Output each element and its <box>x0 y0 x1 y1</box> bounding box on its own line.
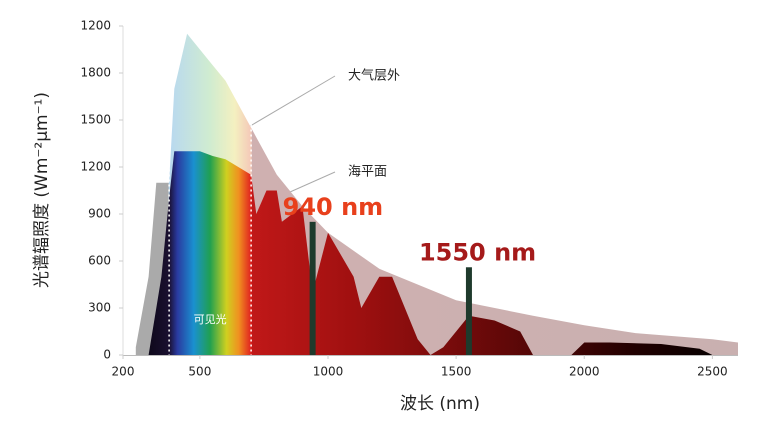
y-tick-label: 600 <box>88 254 111 268</box>
series-label: 海平面 <box>348 165 387 180</box>
x-tick-label: 1500 <box>441 365 472 379</box>
marker-bar <box>465 267 472 355</box>
leader-line <box>239 75 336 133</box>
y-tick-label: 0 <box>103 348 111 362</box>
y-tick-label: 300 <box>88 301 111 315</box>
x-tick-label: 500 <box>188 365 211 379</box>
visible-label: 可见光 <box>194 312 227 326</box>
area <box>148 151 713 355</box>
marker-label: 940 nm <box>283 193 384 221</box>
y-tick-label: 1200 <box>80 19 111 33</box>
y-axis-label: 光谱辐照度 (Wm⁻²μm⁻¹) <box>32 92 52 288</box>
x-axis-label: 波长 (nm) <box>400 394 480 414</box>
x-tick-label: 2500 <box>697 365 728 379</box>
y-tick-label: 900 <box>88 207 111 221</box>
y-tick-label: 1800 <box>80 66 111 80</box>
x-tick-label: 2000 <box>569 365 600 379</box>
y-tick-label: 1500 <box>80 113 111 127</box>
x-tick-label: 1000 <box>313 365 344 379</box>
marker-bar <box>309 221 316 355</box>
marker-label: 1550 nm <box>419 238 536 266</box>
x-tick-label: 200 <box>112 365 135 379</box>
series-label: 大气层外 <box>348 68 400 84</box>
y-tick-label: 1200 <box>80 160 111 174</box>
